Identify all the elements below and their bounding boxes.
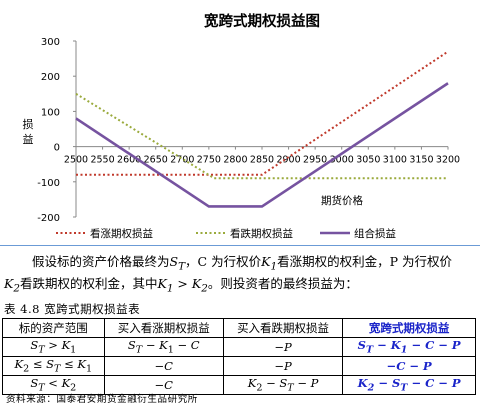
table-header: 标的资产范围	[2, 318, 105, 338]
symbol-k1: K1	[261, 254, 277, 273]
series-line-1	[76, 50, 449, 176]
x-tick-label: 2900	[276, 155, 300, 166]
legend-label-2: 看跌期权损益	[230, 227, 293, 240]
x-tick-label: 2800	[223, 155, 247, 166]
symbol-st-base: S	[169, 254, 179, 269]
y-tick-label: 0	[54, 143, 60, 154]
symbol-k1-sub: 1	[270, 260, 278, 273]
x-tick-label: 2550	[90, 155, 114, 166]
source-note: 资料来源：国泰君安期货金融衍生品研究所	[6, 394, 198, 405]
paragraph-1: 假设标的资产价格最终为ST，C 为行权价K1看涨期权的权利金，P 为行权价	[4, 251, 478, 278]
symbol-k2-b: K2	[191, 276, 208, 295]
series-line-3	[75, 82, 449, 208]
section-divider	[0, 245, 480, 246]
para2-gt: >	[173, 276, 192, 291]
x-tick-label: 3000	[330, 155, 354, 166]
payoff-table: 标的资产范围 买入看涨期权损益 买入看跌期权损益 宽跨式期权损益 ST > K1…	[2, 318, 476, 395]
x-tick-label: 3150	[409, 155, 433, 166]
symbol-k2-base: K	[4, 276, 14, 291]
para2-text-f: 。则投资者的最终损益为：	[207, 276, 358, 291]
table-row: ST > K1 ST − K1 − C −P ST − K1 − C − P	[2, 337, 476, 357]
table-cell-highlight: ST − K1 − C − P	[342, 337, 476, 357]
y-tick-label: 100	[41, 107, 60, 118]
table-body: ST > K1 ST − K1 − C −P ST − K1 − C − P K2 ≤ …	[2, 337, 476, 395]
y-axis-label-char-1: 损	[23, 117, 34, 131]
para1-text-a: 假设标的资产价格最终为	[32, 254, 170, 269]
para2-text-b: 看跌期权的权利金，其中	[19, 276, 158, 291]
x-tick-label: 2650	[144, 155, 168, 166]
x-axis-label: 期货价格	[321, 194, 363, 207]
x-tick-label: 2950	[303, 155, 327, 166]
symbol-k2-sub: 2	[13, 282, 20, 295]
x-tick-label: 2600	[117, 155, 141, 166]
symbol-k1-b: K1	[157, 276, 173, 295]
y-tick-label: -100	[37, 178, 60, 189]
table-cell: ST < K2	[2, 375, 105, 395]
symbol-k2-b-base: K	[191, 276, 202, 291]
table-row: K2 ≤ ST ≤ K1 −C −P −C − P	[2, 356, 476, 376]
y-tick-label: -200	[37, 213, 60, 224]
x-tick-label: 2850	[250, 155, 274, 166]
table-cell: K2 − ST − P	[222, 375, 344, 395]
table-cell-highlight: K2 − ST − C − P	[342, 375, 476, 395]
axis-layer: 300 200 100 0 -100 -200 2500 2550 2600 2650 2700 27…	[37, 37, 460, 224]
y-tick-label: 200	[41, 72, 60, 83]
paragraph-2: K2看跌期权的权利金，其中K1 > K2。则投资者的最终损益为：	[4, 273, 478, 300]
legend-label-1: 看涨期权损益	[90, 227, 153, 240]
table-header-row: 标的资产范围 买入看涨期权损益 买入看跌期权损益 宽跨式期权损益	[2, 318, 476, 338]
symbol-k2-b-sub: 2	[201, 282, 208, 295]
table-cell: −P	[222, 356, 344, 376]
symbol-k1-b-base: K	[157, 276, 167, 291]
symbol-k1-b-sub: 1	[166, 282, 174, 295]
x-tick-label: 3050	[356, 155, 380, 166]
y-tick-label: 300	[41, 37, 60, 48]
symbol-st-sub: T	[178, 260, 186, 273]
table-header: 买入看跌期权损益	[222, 318, 344, 338]
series-layer	[75, 50, 449, 208]
symbol-k1-base: K	[261, 254, 271, 269]
x-tick-label: 3200	[436, 155, 460, 166]
table-header-highlight: 宽跨式期权损益	[342, 318, 476, 338]
y-axis-label-char-2: 益	[23, 132, 34, 146]
legend-label-3: 组合损益	[354, 227, 396, 240]
para1-text-c: ，C 为行权价	[185, 254, 262, 269]
x-tick-label: 2750	[197, 155, 221, 166]
chart-title: 宽跨式期权损益图	[203, 12, 320, 30]
payoff-chart: 宽跨式期权损益图 损 益 期货价格 300 200 100 0 -100 -200 2500…	[23, 12, 461, 240]
x-tick-label: 3100	[383, 155, 407, 166]
table-cell: ST > K1	[2, 337, 105, 357]
symbol-k2: K2	[4, 276, 20, 295]
chart-legend: 看涨期权损益 看跌期权损益 组合损益	[56, 227, 396, 240]
table-cell: −P	[222, 337, 344, 357]
x-tick-label: 2500	[64, 155, 88, 166]
chart-svg: 宽跨式期权损益图 损 益 期货价格 300 200 100 0 -100 -200 2500…	[23, 12, 461, 240]
x-tick-label: 2700	[170, 155, 194, 166]
table-cell: −C	[103, 356, 224, 376]
table-caption: 表 4.8 宽跨式期权损益表	[4, 302, 141, 316]
para1-text-e: 看涨期权的权利金，P 为行权价	[277, 254, 452, 269]
symbol-st: ST	[169, 254, 186, 273]
table-cell-highlight: −C − P	[342, 356, 476, 376]
table-header: 买入看涨期权损益	[103, 318, 224, 338]
table-cell: ST − K1 − C	[103, 337, 224, 357]
table-row: ST < K2 −C K2 − ST − P K2 − ST − C − P	[2, 375, 476, 395]
table-cell: K2 ≤ ST ≤ K1	[2, 356, 105, 376]
